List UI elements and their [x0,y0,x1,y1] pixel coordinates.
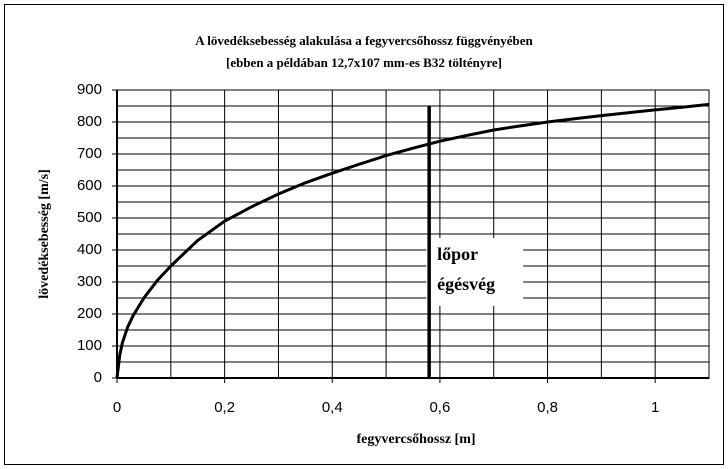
y-tick-label: 200 [77,305,102,322]
annotation-text: égésvég [437,274,495,294]
y-tick-label: 300 [77,273,102,290]
annotation-box [426,238,524,306]
y-tick-label: 0 [94,369,102,386]
chart-subtitle: [ebben a példában 12,7x107 mm-es B32 töl… [226,55,502,70]
y-tick-label: 700 [77,145,102,162]
data-line [115,102,710,379]
y-axis-label: lövedéksebesség [m/s] [37,169,52,299]
y-tick-label: 900 [77,81,102,98]
y-tick-label: 500 [77,209,102,226]
chart-title: A lövedéksebesség alakulása a fegyvercső… [195,33,533,48]
y-tick-label: 100 [77,337,102,354]
x-axis-label: fegyvercsőhossz [m] [356,432,475,447]
x-tick-label: 1 [651,399,659,416]
x-tick-label: 0,2 [214,399,235,416]
x-tick-label: 0 [113,399,121,416]
x-tick-label: 0,6 [429,399,450,416]
x-tick-label: 0,8 [537,399,558,416]
y-tick-label: 400 [77,241,102,258]
y-tick-label: 600 [77,177,102,194]
annotation-text: lőpor [437,244,478,264]
y-tick-label: 800 [77,113,102,130]
x-tick-label: 0,4 [322,399,343,416]
